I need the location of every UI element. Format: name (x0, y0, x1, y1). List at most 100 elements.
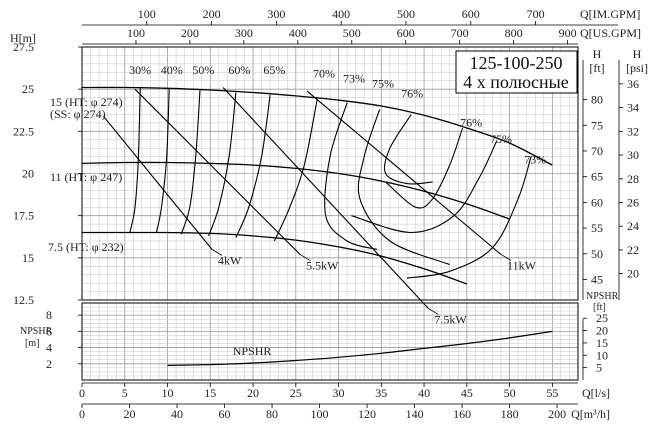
q-imgpm-axis-title: Q[IM.GPM] (580, 7, 640, 21)
head-ft-tick-label: 60 (591, 195, 603, 209)
q-m3h-tick-label: 140 (406, 407, 424, 421)
head-psi-tick-label: 34 (627, 101, 639, 115)
q-imgpm-tick-label: 200 (203, 7, 221, 21)
axes: 0 5 10 15 20 25 30 35 40 45 50 55 Q[l/s]0 20 40 60 80 100… (10, 7, 648, 421)
q-m3h-axis-title: Q[m³/h] (571, 407, 610, 421)
power-label-leader (211, 249, 223, 256)
q-m3h-tick-label: 100 (311, 407, 329, 421)
head-psi-tick-label: 20 (627, 267, 639, 281)
q-ls-tick-label: 35 (375, 386, 387, 400)
q-ls-tick-label: 15 (204, 386, 216, 400)
efficiency-curve (383, 114, 433, 185)
q-m3h-tick-label: 20 (124, 407, 136, 421)
q-m3h-tick-label: 120 (358, 407, 376, 421)
q-imgpm-tick-label: 600 (462, 7, 480, 21)
power-line (306, 90, 502, 255)
q-ls-tick-label: 20 (247, 386, 259, 400)
head-ft-tick-label: 80 (591, 93, 603, 107)
npshr-ft-tick-label: 20 (596, 324, 608, 338)
power-line-label: 11kW (507, 258, 537, 272)
power-line-label: 5.5kW (306, 258, 339, 272)
power-line (134, 88, 301, 255)
q-ls-tick-label: 55 (546, 386, 558, 400)
efficiency-label: 40% (161, 63, 183, 77)
efficiency-label: 73% (524, 152, 546, 166)
power-line (102, 115, 213, 250)
head-ft-tick-label: 75 (591, 118, 603, 132)
q-usgpm-tick-label: 300 (235, 26, 253, 40)
power-label-leader (299, 254, 311, 261)
q-m3h-tick-label: 200 (548, 407, 566, 421)
head-m-tick-label: 20 (22, 167, 34, 181)
efficiency-curve (208, 92, 237, 237)
head-ft-axis-unit: [ft] (589, 61, 604, 75)
q-ls-tick-label: 0 (79, 386, 85, 400)
efficiency-curve (235, 95, 271, 238)
q-imgpm-tick-label: 400 (332, 7, 350, 21)
q-ls-tick-label: 45 (461, 386, 473, 400)
q-ls-tick-label: 50 (504, 386, 516, 400)
head-ft-tick-label: 50 (591, 247, 603, 261)
head-ft-tick-label: 45 (591, 272, 603, 286)
head-psi-axis-unit: [psi] (626, 61, 648, 75)
q-imgpm-tick-label: 500 (397, 7, 415, 21)
q-ls-tick-label: 25 (290, 386, 302, 400)
q-ls-tick-label: 30 (333, 386, 345, 400)
head-curve-label: (SS: φ 274) (50, 107, 106, 121)
efficiency-curve (155, 88, 170, 233)
efficiency-label: 70% (313, 66, 335, 80)
head-m-tick-label: 15 (22, 251, 34, 265)
npshr-ft-axis-unit: [ft] (593, 302, 606, 313)
efficiency-label: 73% (343, 71, 365, 85)
head-curve-label: 15 (HT: φ 274) (50, 95, 123, 109)
q-usgpm-tick-label: 800 (505, 26, 523, 40)
power-label-leader (428, 308, 439, 315)
npshr-m-tick-label: 4 (46, 341, 52, 355)
head-ft-axis-title: H (593, 47, 602, 61)
chart-subtitle: 4 х полюсные (463, 72, 569, 92)
q-usgpm-tick-label: 500 (343, 26, 361, 40)
q-ls-axis-title: Q[l/s] (582, 386, 610, 400)
q-usgpm-tick-label: 600 (397, 26, 415, 40)
npshr-m-tick-label: 2 (46, 357, 52, 371)
head-curve (82, 231, 468, 285)
power-label-leader (500, 254, 512, 261)
power-line (222, 87, 429, 309)
chart-title: 125-100-250 (470, 53, 563, 73)
power-line-label: 7.5kW (434, 312, 467, 326)
npshr-curve (167, 330, 553, 366)
head-psi-tick-label: 26 (627, 196, 639, 210)
title-box: 125-100-250 4 х полюсные (455, 50, 578, 94)
head-ft-tick-label: 65 (591, 170, 603, 184)
npshr-ft-tick-label: 10 (596, 348, 608, 362)
head-m-tick-label: 25 (22, 82, 34, 96)
efficiency-label: 60% (228, 63, 250, 77)
head-m-axis-title: H[m] (10, 31, 36, 45)
head-m-tick-label: 22.5 (13, 124, 34, 138)
npshr-m-tick-label: 8 (46, 308, 52, 322)
npshr-m-axis-title: NPSHR (20, 326, 53, 337)
efficiency-curve (129, 87, 141, 233)
q-m3h-tick-label: 180 (501, 407, 519, 421)
q-imgpm-tick-label: 300 (267, 7, 285, 21)
labels: 15 (HT: φ 274)(SS: φ 274) 11 (HT: φ 247) 7… (48, 63, 546, 358)
q-m3h-tick-label: 40 (171, 407, 183, 421)
efficiency-label: 75% (372, 76, 394, 90)
npshr-plot-frame (81, 302, 579, 381)
head-ft-tick-label: 55 (591, 221, 603, 235)
head-psi-tick-label: 28 (627, 172, 639, 186)
head-curve-label: 7.5 (HT: φ 232) (48, 240, 124, 254)
efficiency-curve (385, 127, 464, 209)
head-psi-tick-label: 36 (627, 77, 639, 91)
npshr-ft-tick-label: 5 (596, 361, 602, 375)
efficiency-curve (324, 102, 378, 250)
efficiency-label: 76% (401, 87, 423, 101)
efficiency-label: 75% (490, 132, 512, 146)
head-curve-label: 11 (HT: φ 247) (50, 170, 122, 184)
head-m-tick-label: 27.5 (13, 40, 34, 54)
npshr-ft-tick-label: 25 (596, 311, 608, 325)
grid (81, 46, 579, 381)
efficiency-curve (180, 89, 201, 235)
q-usgpm-axis-title: Q[US.GPM] (580, 26, 641, 40)
